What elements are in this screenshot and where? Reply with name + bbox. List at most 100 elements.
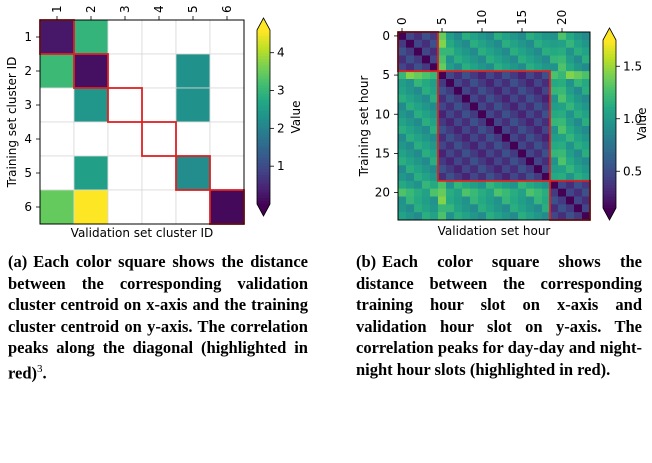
chart-b-cell [430,102,439,111]
chart-b-cell [398,165,407,174]
chart-a-cell [107,121,143,157]
chart-b-cell [550,173,559,182]
chart-b-cell [534,212,543,221]
chart-b-cell [510,79,519,88]
chart-a-colorbar-step [257,151,270,156]
chart-b-cell [582,126,591,135]
chart-b-cell [542,126,551,135]
chart-b-cell [446,173,455,182]
chart-b-cell [446,55,455,64]
chart-b-cell [470,79,479,88]
chart-b-cell [510,133,519,142]
chart-b-colorbar-step [603,182,616,187]
chart-a [39,19,245,225]
chart-a-colorbar-step [257,56,270,60]
chart-b-cell [478,39,487,48]
chart-b-cell [502,126,511,135]
chart-b-cell [398,32,407,41]
chart-b-colorbar-step [603,76,616,80]
chart-b-cell [438,180,447,189]
chart-a-colorbar-outline [256,17,271,217]
chart-b-cell [510,118,519,127]
chart-b-cell [478,204,487,213]
chart-b-cell [486,149,495,158]
chart-b-colorbar-step [603,115,616,119]
chart-b-cell [574,118,583,127]
chart-a-colorbar [256,17,271,217]
chart-b-colorbar-step [603,110,616,114]
chart-b [397,31,591,221]
chart-b-cell [446,110,455,119]
chart-b-colorbar-step [603,98,616,103]
chart-b-cell [454,188,463,197]
chart-b-colorbar-step [603,138,616,142]
chart-b-cell [398,141,407,150]
chart-b-cell [542,173,551,182]
chart-b-cell [494,47,503,56]
chart-a-cell [107,53,143,89]
chart-b-cell [462,94,471,103]
chart-b-cell [478,133,487,142]
chart-b-cell [542,180,551,189]
chart-b-cell [446,86,455,95]
chart-b-colorbar-step [603,45,616,49]
chart-b-cell [494,196,503,205]
chart-b-cell [478,173,487,182]
chart-b-cell [406,188,415,197]
chart-b-cell [510,149,519,158]
chart-b-cell [486,133,495,142]
chart-b-cell [566,47,575,56]
chart-b-colorbar-step [603,79,616,83]
chart-b-colorbar-step [603,121,616,125]
chart-b-colorbar-step [603,126,616,131]
chart-b-cell [526,149,535,158]
chart-a-colorbar-step [257,79,270,83]
chart-b-cell [454,165,463,174]
chart-a-colorbar-step [257,140,270,144]
chart-b-cell [526,94,535,103]
chart-a-colorbar-step [257,99,270,104]
chart-b-colorbar-step [603,146,616,150]
chart-b-cell [518,63,527,72]
chart-b-cell [486,212,495,221]
chart-a-colorbar-step [257,38,270,43]
chart-b-cell [502,165,511,174]
chart-b-colorbar-step [603,107,616,111]
chart-b-cell [422,157,431,166]
chart-b-cell [550,133,559,142]
chart-b-cell [462,71,471,80]
chart-b-colorbar-step [603,149,616,153]
chart-b-cell [422,126,431,135]
chart-b-cell [518,126,527,135]
chart-b-cell [502,180,511,189]
chart-b-y-tick-label: 15 [375,146,390,160]
chart-b-cell [582,55,591,64]
chart-b-cell [486,196,495,205]
chart-a-cell [39,121,75,157]
chart-b-cell [566,196,575,205]
chart-b-cell [486,141,495,150]
chart-b-cell [414,204,423,213]
chart-b-cell [542,71,551,80]
chart-b-colorbar-step [603,82,616,86]
chart-b-cell [446,149,455,158]
chart-b-cell [534,141,543,150]
chart-b-cell [462,180,471,189]
chart-b-cell [454,149,463,158]
chart-a-cell [175,121,211,157]
chart-b-cell [502,71,511,80]
chart-a-cell [107,19,143,55]
chart-a-y-tick-label: 5 [24,166,32,180]
chart-b-cell [438,196,447,205]
chart-a-colorbar-step [257,114,270,118]
chart-b-colorbar-top-extend [603,28,616,40]
chart-b-cell [494,86,503,95]
chart-b-cell [454,86,463,95]
chart-b-cell [566,133,575,142]
chart-b-cell [526,165,535,174]
chart-b-cell [478,110,487,119]
chart-b-cell [550,149,559,158]
chart-b-cell [550,47,559,56]
chart-b-cell [502,110,511,119]
chart-b-colorbar-step [603,174,616,178]
